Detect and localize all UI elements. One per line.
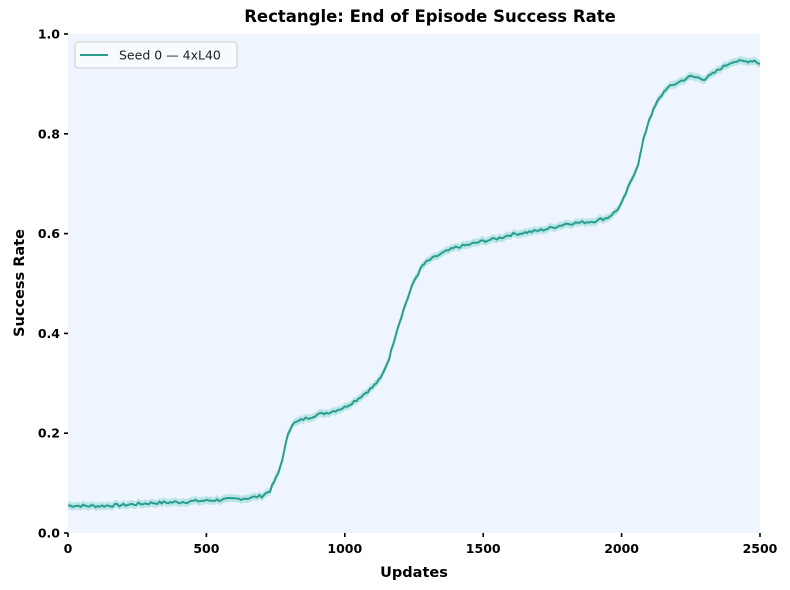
x-tick-label: 1500 — [466, 541, 501, 556]
series-line — [67, 59, 761, 509]
chart-title: Rectangle: End of Episode Success Rate — [244, 7, 616, 26]
legend: Seed 0 — 4xL40 — [74, 41, 238, 69]
x-tick-label: 1000 — [327, 541, 362, 556]
x-axis-ticks: 0 500 1000 1500 2000 2500 — [64, 533, 778, 556]
legend-box — [74, 41, 238, 69]
y-tick-label: 1.0 — [38, 27, 60, 42]
y-tick-label: 0.8 — [38, 126, 60, 141]
x-tick-label: 2500 — [743, 541, 778, 556]
x-tick-label: 500 — [193, 541, 219, 556]
y-tick-label: 0.2 — [38, 426, 60, 441]
confidence-band-area — [68, 56, 760, 512]
series-polyline — [67, 59, 761, 509]
y-axis-ticks: 0.0 0.2 0.4 0.6 0.8 1.0 — [38, 27, 68, 541]
y-tick-label: 0.0 — [38, 526, 60, 541]
y-tick-label: 0.4 — [38, 326, 60, 341]
y-axis-label: Success Rate — [12, 229, 28, 337]
y-tick-label: 0.6 — [38, 226, 60, 241]
x-tick-label: 2000 — [604, 541, 639, 556]
confidence-band — [68, 56, 760, 512]
x-tick-label: 0 — [64, 541, 73, 556]
legend-label: Seed 0 — 4xL40 — [119, 48, 221, 63]
x-axis-label: Updates — [380, 565, 448, 581]
